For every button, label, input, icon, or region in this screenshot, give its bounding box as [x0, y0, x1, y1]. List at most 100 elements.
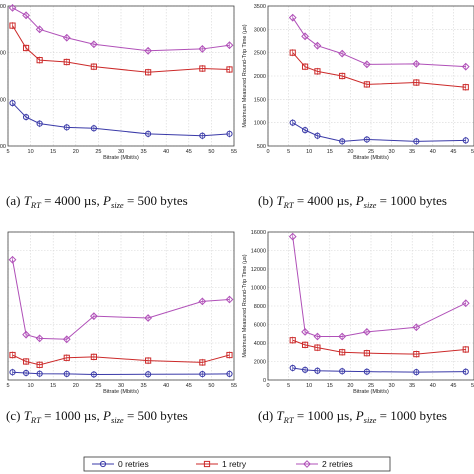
data-point: [22, 44, 30, 52]
legend-entry-label: 0 retries: [118, 459, 149, 469]
legend-entry-label: 1 retry: [222, 459, 247, 469]
x-tick-label: 45: [186, 149, 192, 155]
data-point: [9, 351, 16, 359]
plot-frame: [267, 5, 474, 147]
data-point: [22, 113, 30, 121]
data-point: [226, 130, 233, 137]
data-point: [62, 33, 71, 42]
chart-panel-a: 5 10 15 20 25 30 35 40 45 50 55 00 00 00 00 Bitrate (Mb…: [0, 3, 237, 210]
x-axis-label: Bitrate (Mbit/s): [103, 389, 139, 395]
data-point: [413, 79, 420, 86]
data-point: [63, 58, 70, 66]
x-tick-label: 30: [118, 149, 124, 155]
data-point: [339, 349, 346, 356]
x-axis-label: Bitrate (Mbit/s): [103, 155, 139, 161]
x-tick-label: 15: [50, 149, 56, 155]
data-point: [363, 81, 370, 88]
y-tick-label: 00: [0, 4, 6, 10]
data-point: [301, 366, 309, 373]
panel-caption: (c) TRT = 1000 µs, Psize = 500 bytes: [6, 408, 188, 425]
caption-part: (b): [258, 193, 276, 208]
data-point: [313, 332, 322, 341]
caption-part: RT: [30, 200, 42, 210]
y-axis-label: Maximum Measured Round-Trip Time (µs): [242, 254, 248, 357]
data-point: [22, 11, 30, 20]
caption-part: size: [111, 415, 124, 425]
data-point: [62, 335, 71, 344]
data-point: [413, 369, 420, 376]
y-tick-label: 1000: [254, 121, 266, 127]
y-tick-label: 500: [257, 144, 266, 150]
y-tick-label: 16000: [251, 230, 266, 236]
data-point: [462, 368, 469, 375]
data-point: [90, 63, 97, 70]
data-point: [363, 368, 370, 375]
data-point: [144, 46, 153, 55]
data-point: [225, 41, 234, 50]
x-tick-label: 35: [409, 383, 415, 389]
caption-part: T: [24, 408, 32, 423]
data-point: [362, 327, 371, 336]
data-point: [314, 344, 321, 351]
plot-frame: [7, 5, 235, 147]
y-axis-label: Maximum Measured Round-Trip Time (µs): [242, 24, 248, 127]
caption-part: RT: [30, 415, 42, 425]
data-point: [462, 84, 469, 91]
x-tick-label: 30: [389, 149, 395, 155]
caption-part: size: [364, 200, 377, 210]
x-tick-label: 45: [186, 383, 192, 389]
series-line-2: [12, 7, 230, 52]
data-point: [90, 371, 97, 378]
chart-panel-b: 0 5 10 15 20 25 30 35 40 45 50 500 1000 1500 2000 2500 3…: [242, 4, 474, 210]
caption-part: = 1000 µs,: [294, 408, 356, 423]
y-tick-label: 00: [0, 144, 6, 150]
caption-part: T: [276, 193, 284, 208]
y-tick-label: 00: [0, 51, 6, 57]
data-point: [36, 57, 43, 64]
data-point: [288, 232, 297, 241]
data-point: [412, 323, 421, 332]
y-tick-label: 1500: [254, 97, 266, 103]
x-tick-label: 10: [306, 149, 312, 155]
x-axis-label: Bitrate (Mbit/s): [353, 389, 389, 395]
x-tick-label: 20: [73, 149, 79, 155]
caption-part: = 1000 bytes: [376, 193, 447, 208]
data-point: [226, 66, 233, 73]
x-tick-label: 5: [6, 383, 9, 389]
y-tick-label: 0: [263, 378, 266, 384]
x-tick-label: 25: [368, 149, 374, 155]
x-tick-label: 15: [50, 383, 56, 389]
data-point: [36, 361, 43, 368]
data-point: [363, 136, 370, 143]
caption-part: P: [355, 408, 364, 423]
caption-part: (c): [6, 408, 24, 423]
x-tick-label: 35: [409, 149, 415, 155]
caption-part: = 500 bytes: [124, 408, 188, 423]
caption-part: RT: [283, 200, 295, 210]
x-tick-label: 20: [347, 149, 353, 155]
data-point: [362, 60, 371, 69]
y-tick-label: 8000: [254, 304, 266, 310]
data-point: [289, 337, 296, 344]
data-point: [8, 255, 17, 264]
data-point: [461, 62, 470, 71]
data-point: [145, 371, 152, 378]
x-tick-label: 10: [28, 149, 34, 155]
legend: 0 retries 1 retry 2 retries: [83, 456, 391, 472]
caption-part: = 4000 µs,: [294, 193, 356, 208]
data-point: [339, 138, 346, 145]
x-tick-label: 25: [368, 383, 374, 389]
caption-part: RT: [283, 415, 295, 425]
x-tick-label: 20: [347, 383, 353, 389]
y-tick-label: 2500: [254, 51, 266, 57]
x-tick-label: 50: [471, 383, 474, 389]
x-tick-label: 45: [450, 149, 456, 155]
x-tick-label: 45: [450, 383, 456, 389]
data-point: [145, 69, 152, 76]
data-point: [144, 314, 153, 322]
x-tick-label: 35: [141, 383, 147, 389]
x-tick-label: 30: [389, 383, 395, 389]
x-axis-label: Bitrate (Mbit/s): [353, 155, 389, 161]
data-point: [199, 359, 206, 366]
data-point: [36, 370, 43, 377]
